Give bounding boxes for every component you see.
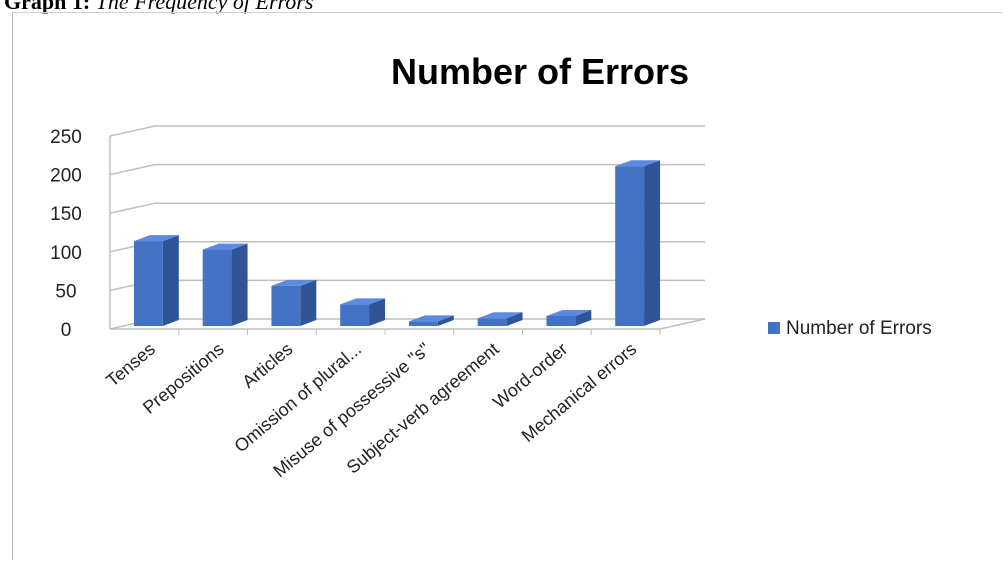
x-tick-label: Tenses — [102, 339, 159, 391]
gridline — [109, 163, 705, 176]
bar-side — [575, 309, 592, 326]
bar — [340, 298, 386, 326]
bar — [202, 243, 248, 326]
bar-side — [369, 298, 386, 326]
gridline — [109, 125, 705, 137]
bar-top — [271, 279, 317, 286]
y-axis-ticks: 0 50 100 150 200 250 — [50, 127, 82, 341]
figure-caption: Graph 1: The Frequency of Errors — [4, 0, 313, 16]
bar-side — [300, 279, 317, 326]
y-tick-label: 100 — [50, 243, 82, 264]
legend-label: Number of Errors — [786, 318, 932, 339]
bar-front — [271, 285, 301, 326]
bar — [271, 279, 317, 326]
x-tick-label: Mechanical errors — [518, 339, 640, 446]
bar — [615, 160, 661, 326]
chart-title: Number of Errors — [391, 51, 689, 92]
bar-front — [202, 249, 232, 326]
y-tick-label: 50 — [55, 281, 76, 302]
gridline — [109, 202, 705, 214]
x-tick-label: Articles — [238, 339, 296, 392]
caption-text: The Frequency of Errors — [95, 0, 314, 14]
bar-front — [340, 304, 370, 326]
legend-swatch — [768, 322, 780, 334]
bar-front — [546, 315, 576, 326]
bar-front — [615, 166, 645, 326]
bar-top — [340, 298, 386, 305]
bar — [477, 312, 523, 326]
caption-label: Graph 1: — [4, 0, 91, 14]
bar-top — [477, 312, 523, 319]
bar-side — [162, 235, 179, 326]
bar-top — [615, 160, 661, 167]
x-tick-label: Omission of plural... — [230, 339, 365, 457]
bar-top — [202, 243, 248, 250]
chart-frame — [12, 12, 1002, 560]
bar-front — [477, 318, 507, 326]
bar-side — [506, 312, 523, 326]
bar — [546, 309, 592, 326]
bar-top — [408, 315, 454, 322]
bar-side — [231, 243, 248, 326]
floor-right-edge — [659, 318, 706, 330]
bar-side — [644, 160, 661, 326]
bar-side — [437, 315, 454, 326]
legend: Number of Errors — [768, 318, 932, 339]
bar-top — [133, 235, 179, 242]
y-tick-label: 250 — [50, 127, 82, 148]
bar-front — [133, 241, 163, 326]
y-tick-label: 150 — [50, 204, 82, 225]
bar — [408, 315, 454, 326]
bar-front — [408, 321, 438, 326]
y-tick-label: 200 — [50, 166, 82, 187]
bar — [133, 235, 179, 326]
bars — [133, 160, 661, 326]
bar-top — [546, 309, 592, 316]
y-tick-label: 0 — [61, 320, 72, 341]
